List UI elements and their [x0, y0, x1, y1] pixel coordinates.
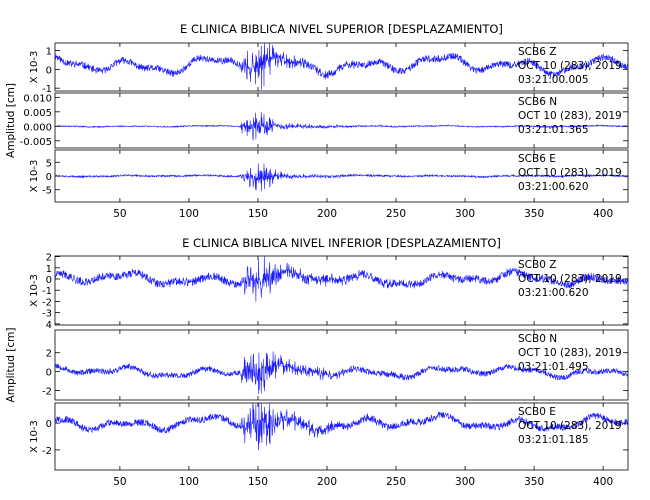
- chart-title: E CLINICA BIBLICA NIVEL SUPERIOR [DESPLA…: [180, 22, 503, 36]
- y-tick-label: 0.005: [23, 108, 52, 119]
- waveform-trace: [54, 255, 629, 302]
- station-label: SCB6 Z: [518, 46, 556, 58]
- panel-scb6-n: -0.005 0.000 0.005 0.010 SCB6 N OCT 10 (283),…: [20, 92, 629, 149]
- y-tick-label: 0: [46, 172, 52, 183]
- y-tick-label: -2: [42, 297, 52, 308]
- date-label: OCT 10 (283), 2019: [518, 420, 622, 432]
- scale-label: X 10-3: [29, 51, 40, 84]
- y-tick-label: 2: [46, 349, 52, 360]
- y-tick-label: 4: [46, 320, 52, 331]
- y-tick-label: -2: [42, 387, 52, 398]
- y-tick-label: -1: [42, 84, 52, 95]
- date-label: OCT 10 (283), 2019: [518, 273, 622, 285]
- y-axis-label: Amplitud [cm]: [5, 328, 17, 403]
- x-tick-label: 300: [455, 476, 475, 488]
- waveform-trace: [54, 42, 629, 91]
- x-tick-label: 400: [593, 208, 613, 220]
- x-tick-label: 400: [593, 476, 613, 488]
- panel-frame: [54, 402, 629, 471]
- y-tick-label: 2: [46, 253, 52, 264]
- station-label: SCB0 E: [518, 406, 556, 418]
- scale-label: X 10-3: [29, 420, 40, 453]
- scale-label: X 10-3: [29, 160, 40, 193]
- date-label: OCT 10 (283), 2019: [518, 347, 622, 359]
- y-tick-label: 5: [46, 158, 52, 169]
- waveform-trace: [54, 402, 629, 451]
- x-tick-label: 200: [317, 208, 337, 220]
- x-tick-label: 50: [113, 208, 126, 220]
- scale-label: X 10-3: [29, 274, 40, 307]
- station-label: SCB6 E: [518, 153, 556, 165]
- x-tick-label: 350: [524, 208, 544, 220]
- x-tick-label: 150: [248, 476, 268, 488]
- chart-title: E CLINICA BIBLICA NIVEL INFERIOR [DESPLA…: [182, 236, 501, 250]
- date-label: OCT 10 (283), 2019: [518, 167, 622, 179]
- time-label: 03:21:00.620: [518, 287, 589, 299]
- y-tick-label: 1: [46, 264, 52, 275]
- time-label: 03:21:00.620: [518, 181, 589, 193]
- y-tick-label: 0: [46, 65, 52, 76]
- panel-scb0-e: -2 0 X 10-3 SCB0 E OCT 10 (283), 2019 03:21:0…: [29, 402, 629, 471]
- chart-group-2: E CLINICA BIBLICA NIVEL INFERIOR [DESPLA…: [5, 236, 629, 488]
- y-axis-label: Amplitud [cm]: [5, 83, 17, 158]
- panel-frame: [54, 92, 629, 149]
- y-tick-label: -5: [42, 186, 52, 197]
- y-tick-label: 1: [46, 47, 52, 58]
- time-label: 03:21:00.005: [518, 74, 589, 86]
- x-tick-label: 100: [179, 208, 199, 220]
- chart-group-1: E CLINICA BIBLICA NIVEL SUPERIOR [DESPLA…: [5, 22, 629, 220]
- date-label: OCT 10 (283), 2019: [518, 60, 622, 72]
- x-tick-label: 250: [386, 476, 406, 488]
- waveform-trace: [54, 163, 629, 192]
- y-tick-label: 0: [46, 275, 52, 286]
- x-tick-label: 100: [179, 476, 199, 488]
- x-tick-label: 200: [317, 476, 337, 488]
- time-label: 03:21:01.495: [518, 361, 589, 373]
- panel-scb0-n: -2 0 2 SCB0 N OCT 10 (283), 2019 03:21:01.495: [42, 329, 629, 401]
- x-tick-label: 350: [524, 476, 544, 488]
- x-tick-label: 150: [248, 208, 268, 220]
- time-label: 03:21:01.185: [518, 434, 589, 446]
- y-tick-label: -1: [42, 286, 52, 297]
- y-tick-label: -0.005: [20, 137, 52, 148]
- time-label: 03:21:01.365: [518, 124, 589, 136]
- y-tick-label: -3: [42, 309, 52, 320]
- waveform-trace: [54, 351, 629, 395]
- y-tick-label: -2: [42, 446, 52, 457]
- panel-scb6-e: -5 0 5 X 10-3 SCB6 E OCT 10 (283), 2019 03:21:…: [29, 149, 629, 203]
- station-label: SCB0 N: [518, 333, 557, 345]
- x-tick-label: 300: [455, 208, 475, 220]
- waveform-trace: [54, 111, 629, 141]
- y-tick-label: 0: [46, 368, 52, 379]
- y-tick-label: 0: [46, 419, 52, 430]
- station-label: SCB0 Z: [518, 259, 556, 271]
- x-tick-label: 250: [386, 208, 406, 220]
- x-tick-label: 50: [113, 476, 126, 488]
- station-label: SCB6 N: [518, 96, 557, 108]
- y-tick-label: 0.000: [23, 122, 52, 133]
- panel-scb6-z: -1 0 1 X 10-3 SCB6 Z OCT 10 (283), 2019 03:21:…: [29, 42, 629, 95]
- date-label: OCT 10 (283), 2019: [518, 110, 622, 122]
- y-tick-label: 0.010: [23, 93, 52, 104]
